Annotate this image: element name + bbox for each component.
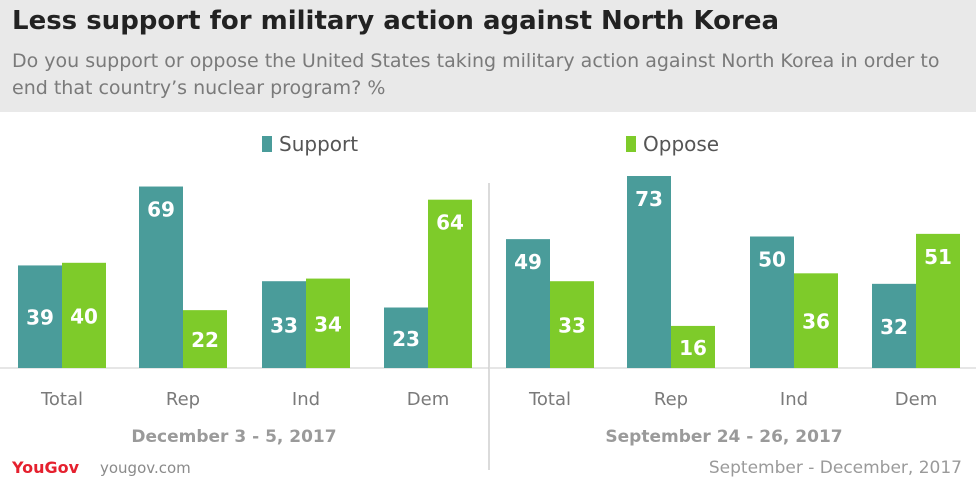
bar-oppose-dem <box>428 199 472 368</box>
bar-oppose-rep <box>671 325 715 368</box>
chart-title: Less support for military action against… <box>12 6 780 36</box>
x-tick-label-ind: Ind <box>292 389 320 410</box>
data-label-oppose-total: 40 <box>70 304 98 328</box>
data-label-oppose-rep: 16 <box>679 336 707 360</box>
data-label-support-ind: 50 <box>758 248 786 272</box>
bar-oppose-dem <box>916 233 960 368</box>
bar-oppose-rep <box>183 310 227 368</box>
bar-oppose-ind <box>306 278 350 368</box>
bar-support-total <box>506 239 550 368</box>
legend-support-swatch <box>262 136 272 152</box>
bar-support-dem <box>384 307 428 368</box>
bar-oppose-total <box>550 281 594 368</box>
footer-site: yougov.com <box>100 459 191 477</box>
data-label-support-ind: 33 <box>270 314 298 338</box>
panel-title: September 24 - 26, 2017 <box>605 427 842 447</box>
bar-support-total <box>18 265 62 368</box>
x-tick-label-total: Total <box>528 389 571 410</box>
data-label-support-rep: 69 <box>147 198 175 222</box>
legend-oppose-label: Oppose <box>643 132 720 156</box>
data-label-support-dem: 32 <box>880 315 908 339</box>
legend-support-label: Support <box>279 132 359 156</box>
bar-oppose-total <box>62 262 106 368</box>
bar-support-rep <box>627 176 671 368</box>
x-tick-label-total: Total <box>40 389 83 410</box>
bar-support-ind <box>750 236 794 368</box>
x-tick-label-dem: Dem <box>895 389 937 410</box>
data-label-oppose-ind: 34 <box>314 312 342 336</box>
bar-support-rep <box>139 186 183 368</box>
footer-date-range: September - December, 2017 <box>708 458 962 478</box>
data-label-support-rep: 73 <box>635 187 663 211</box>
data-label-support-total: 39 <box>26 306 54 330</box>
panel-title: December 3 - 5, 2017 <box>131 427 336 447</box>
data-label-oppose-dem: 64 <box>436 211 464 235</box>
data-label-oppose-rep: 22 <box>191 328 219 352</box>
legend-oppose: Oppose <box>626 131 719 157</box>
bar-support-dem <box>872 283 916 368</box>
bar-oppose-ind <box>794 273 838 368</box>
x-tick-label-rep: Rep <box>654 389 688 410</box>
yougov-logo: YouGov <box>12 458 80 477</box>
x-tick-label-rep: Rep <box>166 389 200 410</box>
data-label-support-dem: 23 <box>392 327 420 351</box>
legend-oppose-swatch <box>626 136 636 152</box>
x-tick-label-ind: Ind <box>780 389 808 410</box>
data-label-oppose-dem: 51 <box>924 245 952 269</box>
chart-subtitle: Do you support or oppose the United Stat… <box>12 50 940 99</box>
header-banner: Less support for military action against… <box>0 0 976 112</box>
legend-support: Support <box>262 131 358 157</box>
data-label-support-total: 49 <box>514 250 542 274</box>
data-label-oppose-total: 33 <box>558 314 586 338</box>
data-label-oppose-ind: 36 <box>802 310 830 334</box>
bar-support-ind <box>262 281 306 368</box>
x-tick-label-dem: Dem <box>407 389 449 410</box>
